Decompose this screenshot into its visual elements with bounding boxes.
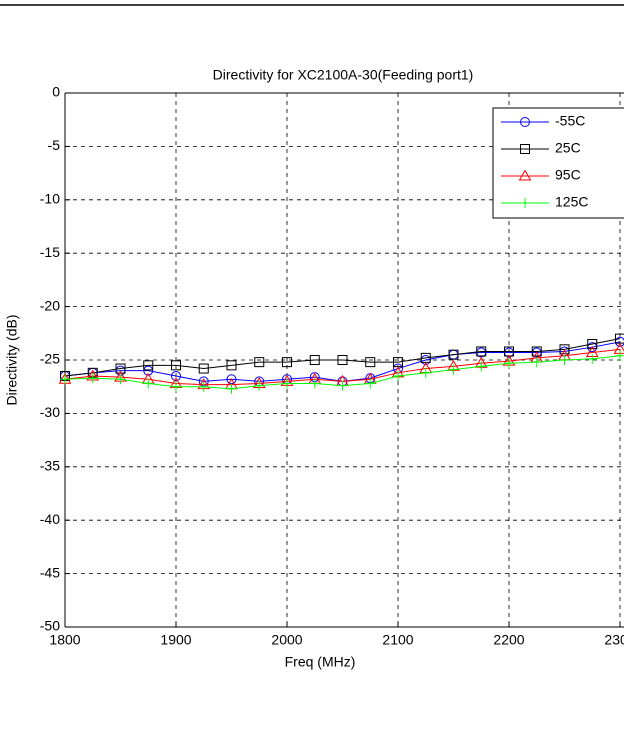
series-line (64, 338, 621, 377)
marker (282, 378, 292, 389)
marker (143, 365, 154, 376)
y-tick-label: -25 (40, 351, 60, 367)
marker (448, 364, 459, 375)
marker (171, 381, 181, 392)
marker (309, 378, 320, 389)
marker (143, 378, 154, 389)
y-tick-label: -50 (40, 618, 60, 634)
marker (226, 374, 237, 385)
x-tick-label: 2100 (382, 632, 413, 648)
y-tick-label: -5 (48, 137, 61, 153)
legend-label: 25C (555, 140, 581, 156)
chart-title: Directivity for XC2100A-30(Feeding port1… (213, 67, 474, 83)
marker (559, 355, 570, 365)
y-tick-label: -10 (40, 191, 60, 207)
y-tick-label: -20 (40, 297, 60, 313)
x-tick-label: 2200 (493, 632, 524, 648)
marker (282, 357, 292, 368)
marker (448, 349, 459, 360)
marker (115, 363, 126, 374)
marker (393, 371, 403, 382)
legend-marker (520, 198, 530, 208)
marker (337, 355, 348, 365)
y-axis-label: Directivity (dB) (4, 314, 20, 405)
x-axis-label: Freq (MHz) (285, 654, 356, 670)
marker (615, 350, 624, 361)
x-tick-label: 1800 (49, 632, 80, 648)
marker (559, 344, 570, 355)
marker (87, 373, 98, 384)
y-tick-label: -35 (40, 458, 60, 474)
legend-label: 125C (555, 194, 588, 210)
marker (171, 371, 181, 382)
legend-label: 95C (555, 167, 581, 183)
legend-marker (520, 117, 530, 127)
marker (226, 383, 237, 394)
marker (60, 374, 70, 385)
marker (531, 346, 542, 357)
marker (198, 381, 209, 392)
x-tick-label: 2300 (604, 632, 624, 648)
marker (587, 353, 598, 364)
marker (587, 338, 598, 349)
marker (254, 357, 265, 368)
legend-label: -55C (555, 113, 585, 129)
marker (309, 355, 320, 365)
marker (226, 360, 237, 371)
legend-marker (520, 144, 530, 154)
marker (476, 346, 487, 357)
y-tick-label: 0 (52, 84, 60, 100)
marker (254, 380, 265, 391)
x-tick-label: 1900 (160, 632, 191, 648)
marker (365, 378, 376, 389)
marker (171, 360, 181, 371)
legend-box (492, 107, 624, 219)
marker (198, 363, 209, 374)
y-tick-label: -15 (40, 244, 60, 260)
marker (337, 380, 348, 391)
y-tick-label: -45 (40, 564, 60, 580)
x-tick-label: 2000 (271, 632, 302, 648)
legend-marker (518, 169, 532, 181)
marker (143, 360, 154, 371)
y-tick-label: -30 (40, 404, 60, 420)
marker (531, 357, 542, 368)
marker (365, 357, 376, 368)
marker (420, 367, 431, 378)
marker (115, 374, 126, 385)
marker (476, 361, 487, 372)
marker (504, 358, 514, 369)
y-tick-label: -40 (40, 511, 60, 527)
